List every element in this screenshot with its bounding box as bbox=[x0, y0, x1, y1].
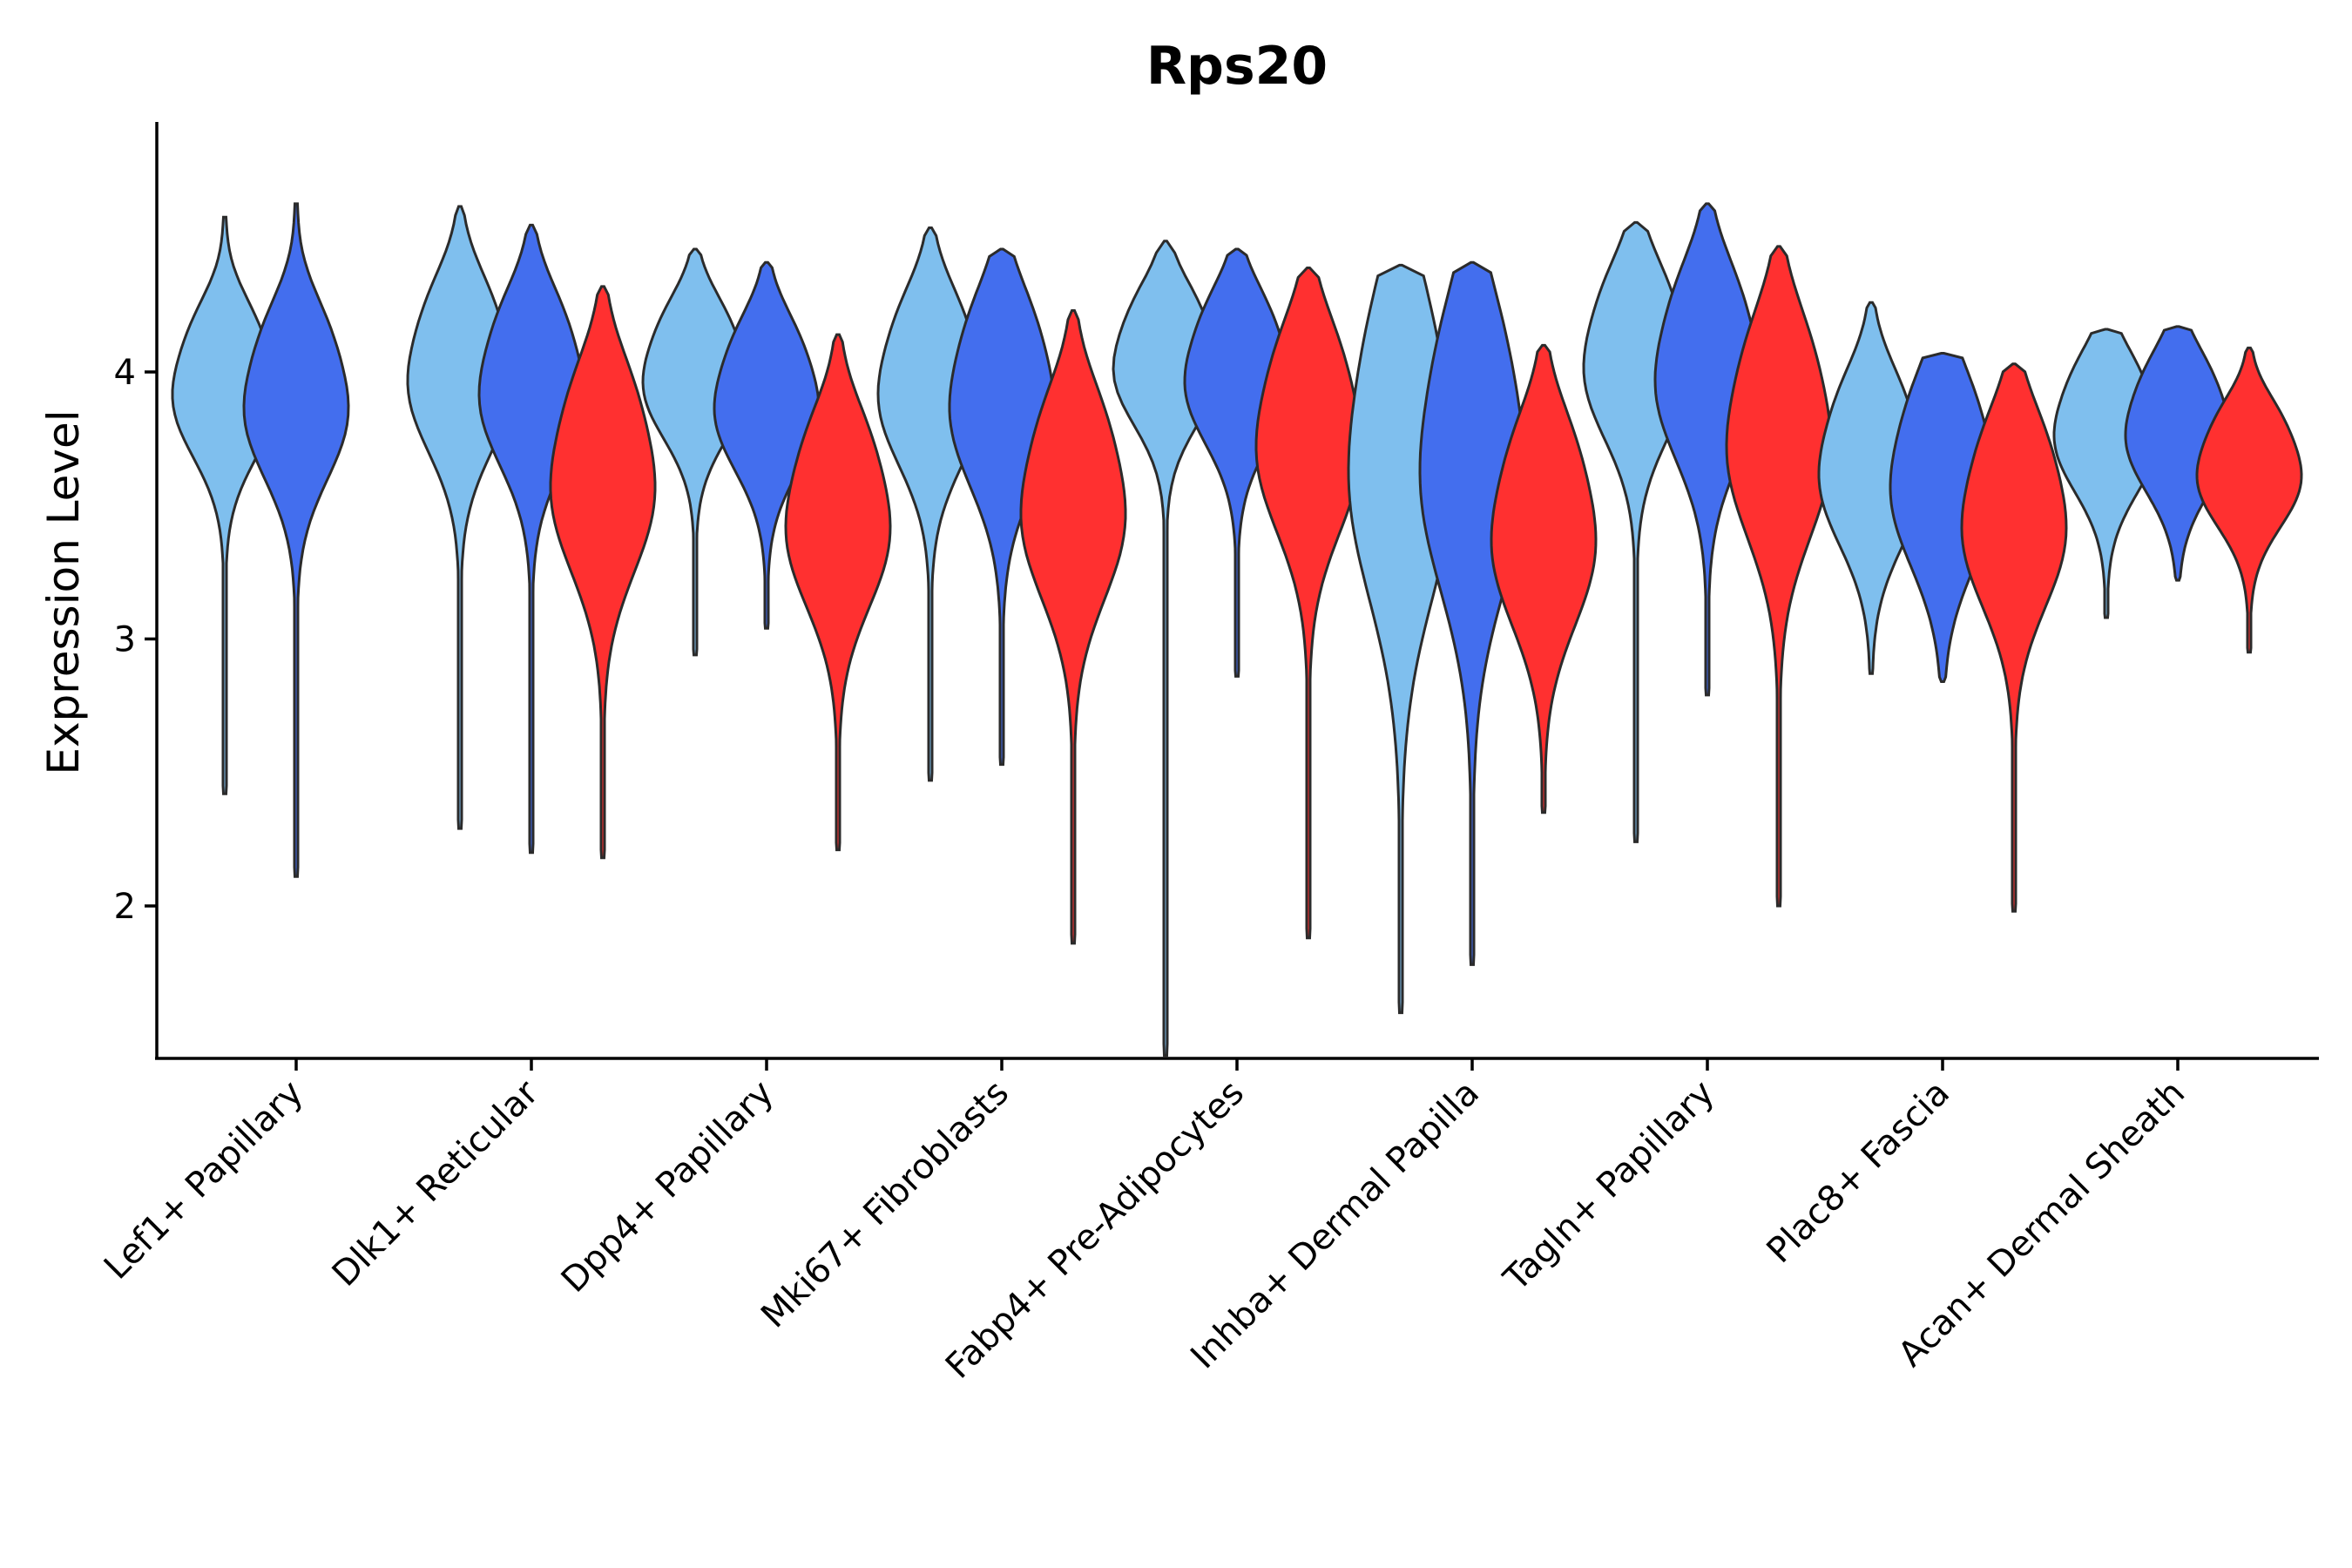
violin-25 bbox=[2195, 346, 2303, 654]
violin-1 bbox=[242, 202, 350, 878]
y-ticks: 2 3 4 bbox=[114, 353, 157, 927]
violin-11 bbox=[1112, 240, 1220, 1058]
chart-title: Rps20 bbox=[1146, 36, 1328, 97]
violin-8 bbox=[876, 226, 984, 782]
x-tick-label: Dpp4+ Papillary bbox=[554, 1073, 781, 1301]
x-tick-label: Dlk1+ Reticular bbox=[325, 1072, 547, 1294]
violin-7 bbox=[784, 333, 892, 852]
x-tick-label: Lef1+ Papillary bbox=[97, 1073, 311, 1288]
violin-22 bbox=[1960, 362, 2068, 913]
y-axis-label: Expression Level bbox=[38, 409, 89, 774]
violin-2 bbox=[406, 205, 514, 830]
violins-layer bbox=[171, 202, 2303, 1058]
y-tick-label: 3 bbox=[114, 620, 136, 660]
x-tick-label: Plac8+ Fascia bbox=[1760, 1073, 1958, 1272]
y-tick-label: 2 bbox=[114, 887, 136, 927]
violin-0 bbox=[171, 215, 279, 795]
violin-13 bbox=[1254, 267, 1362, 940]
violin-16 bbox=[1490, 343, 1598, 814]
x-tick-label: Tagln+ Papillary bbox=[1496, 1073, 1722, 1300]
violin-4 bbox=[549, 285, 657, 860]
violin-6 bbox=[713, 260, 821, 630]
y-tick-label: 4 bbox=[114, 353, 136, 393]
violin-10 bbox=[1019, 309, 1127, 945]
x-ticks: Lef1+ Papillary Dlk1+ Reticular Dpp4+ Papi… bbox=[97, 1058, 2193, 1387]
x-tick-label: Mki67+ Fibroblasts bbox=[754, 1073, 1017, 1336]
